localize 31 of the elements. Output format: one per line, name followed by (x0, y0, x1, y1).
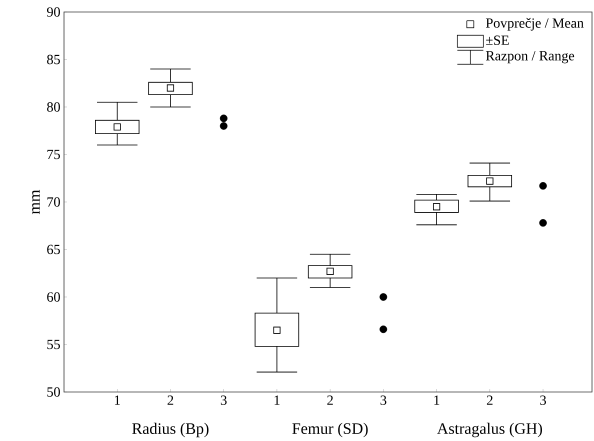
y-tick-label: 85 (47, 55, 60, 64)
y-tick-label: 50 (47, 388, 60, 397)
point (380, 293, 388, 302)
y-tick-label: 55 (47, 340, 60, 350)
x-tick-label: 3 (540, 396, 546, 406)
x-tick-label: 1 (114, 396, 120, 405)
point (380, 326, 388, 334)
text: Astragalus (GH) (437, 422, 542, 438)
point (220, 122, 228, 130)
y-tick-label: 90 (46, 8, 60, 17)
text: Femur (SD) (292, 422, 368, 438)
x-tick-label: 2 (168, 396, 174, 405)
x-tick-label: 1 (274, 396, 280, 405)
annotation: ±SE (486, 36, 509, 46)
x-tick-label: 3 (220, 396, 227, 406)
y-tick-label: 75 (47, 150, 60, 160)
point (539, 182, 547, 190)
annotation: Povprečje / Mean (486, 18, 584, 31)
annotation: Razpon / Range (486, 51, 574, 64)
y-tick-label: 80 (47, 102, 60, 112)
y-tick-label: 65 (47, 245, 60, 254)
x-tick-label: 1 (434, 396, 440, 405)
point (539, 219, 547, 227)
y-axis-title: mm (32, 190, 40, 214)
x-tick-label: 3 (380, 396, 386, 406)
y-tick-label: 60 (47, 292, 60, 302)
point (220, 114, 228, 122)
x-tick-label: 2 (327, 396, 333, 405)
text: Radius (Bp) (132, 422, 209, 438)
y-tick-label: 70 (47, 198, 60, 207)
x-tick-label: 2 (486, 396, 493, 405)
